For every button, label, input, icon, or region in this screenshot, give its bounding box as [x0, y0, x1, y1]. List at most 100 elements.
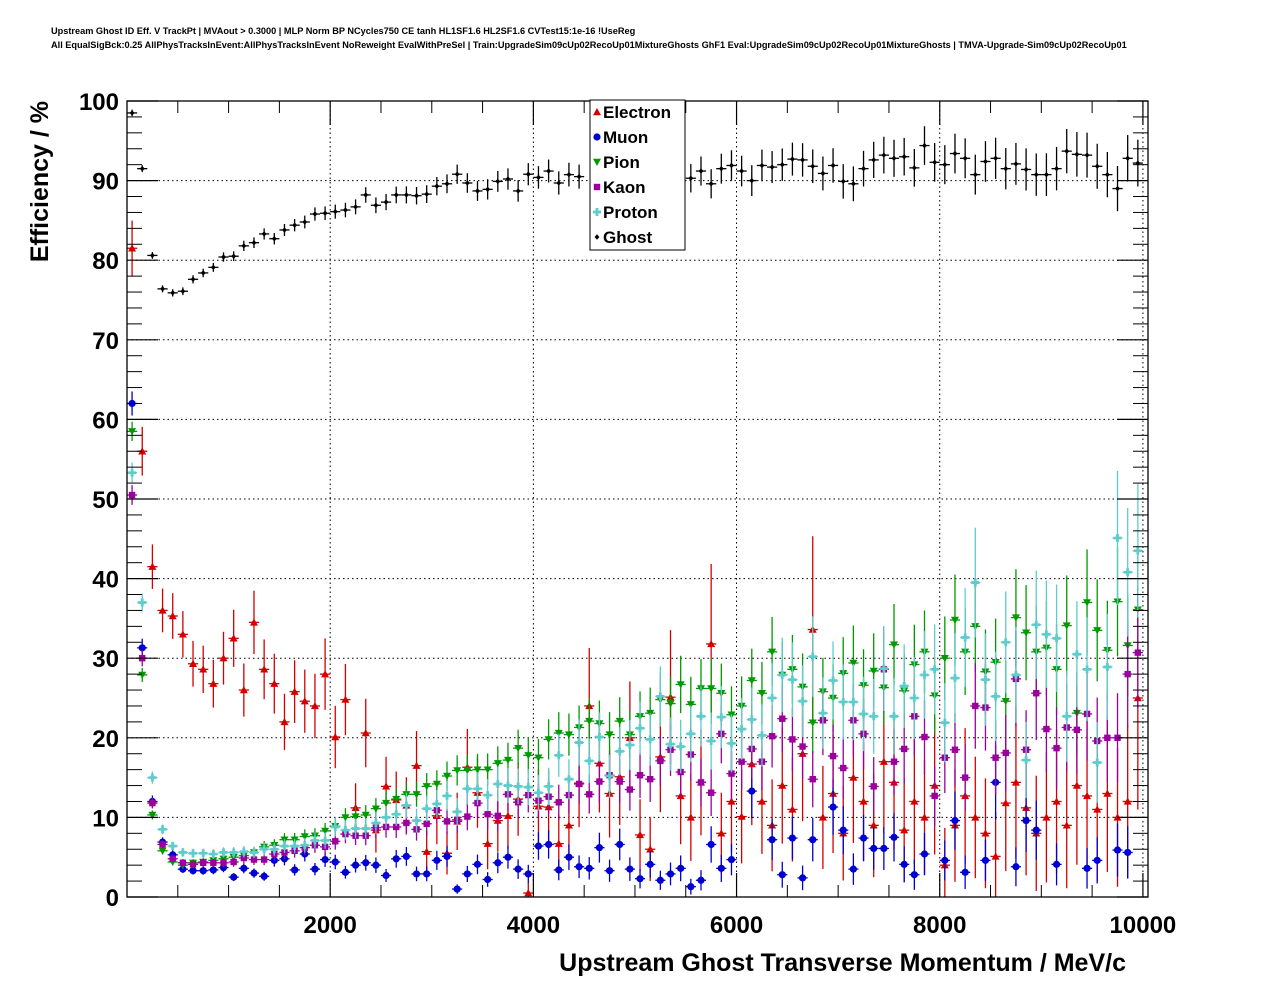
pion-point	[463, 767, 472, 775]
proton-point	[382, 813, 391, 822]
proton-point	[178, 848, 187, 857]
pion-point	[1001, 697, 1010, 706]
proton-point	[199, 849, 208, 858]
muon-point	[768, 836, 776, 844]
ghost-point	[983, 158, 988, 165]
pion-point	[138, 671, 147, 679]
muon-point	[209, 866, 217, 874]
electron-point	[1001, 799, 1010, 807]
electron-point	[524, 889, 533, 897]
proton-point	[1072, 650, 1081, 659]
kaon-point	[1053, 744, 1060, 752]
kaon-point	[240, 854, 248, 862]
muon-point	[920, 850, 929, 858]
ghost-point	[881, 152, 887, 158]
proton-point	[676, 742, 685, 751]
ghost-point	[200, 270, 206, 276]
electron-point	[361, 729, 370, 737]
ghost-point	[749, 177, 755, 184]
muon-point	[707, 840, 715, 849]
proton-point	[412, 816, 421, 825]
proton-point	[351, 824, 360, 833]
ghost-point	[180, 288, 186, 295]
proton-point	[158, 825, 167, 834]
ghost-point	[566, 171, 572, 178]
ghost-point	[779, 161, 785, 168]
kaon-point	[697, 779, 705, 786]
pion-point	[453, 767, 462, 775]
proton-point	[503, 781, 512, 790]
proton-point	[260, 845, 269, 854]
muon-point	[433, 856, 441, 864]
pion-point	[432, 780, 441, 788]
ghost-point	[383, 199, 389, 205]
muon-point	[382, 871, 390, 880]
kaon-point	[1073, 726, 1081, 734]
proton-point	[168, 842, 177, 851]
muon-point	[900, 860, 908, 868]
kaon-point	[555, 799, 562, 806]
x-tick-label: 10000	[1110, 912, 1177, 939]
electron-point	[422, 847, 431, 855]
kaon-point	[169, 855, 176, 862]
proton-point	[1022, 756, 1031, 765]
series-pion	[127, 421, 1143, 870]
pion-point	[1022, 629, 1031, 637]
electron-point	[1052, 797, 1061, 805]
proton-point	[534, 788, 543, 797]
kaon-point	[443, 818, 451, 825]
pion-point	[1062, 622, 1071, 630]
muon-point	[829, 803, 837, 811]
electron-point	[900, 826, 909, 834]
pion-point	[676, 681, 685, 689]
ghost-point	[231, 253, 237, 260]
electron-point	[971, 813, 980, 821]
pion-point	[493, 760, 502, 768]
pion-point	[443, 772, 452, 781]
proton-point	[189, 849, 198, 858]
pion-point	[869, 667, 878, 675]
legend-marker-kaon	[593, 183, 601, 191]
ghost-point	[932, 159, 938, 166]
proton-point	[290, 842, 299, 851]
ghost-point	[1115, 185, 1120, 192]
muon-point	[463, 870, 471, 878]
pion-point	[483, 766, 492, 774]
electron-point	[321, 670, 330, 678]
proton-point	[1133, 546, 1142, 555]
muon-point	[849, 865, 857, 873]
data-marks	[127, 109, 1143, 897]
proton-point	[524, 783, 533, 792]
proton-point	[666, 740, 675, 749]
muon-point	[616, 840, 624, 849]
x-tick-label: 6000	[710, 912, 763, 939]
proton-point	[310, 836, 319, 845]
ghost-point	[210, 264, 216, 271]
muon-point	[605, 867, 614, 875]
electron-point	[219, 654, 228, 662]
y-tick-label: 40	[92, 567, 119, 594]
muon-point	[961, 868, 969, 876]
proton-point	[422, 804, 431, 813]
kaon-point	[707, 789, 715, 796]
pion-point	[503, 756, 512, 765]
proton-point	[1001, 638, 1010, 647]
ghost-point	[1074, 151, 1080, 158]
electron-point	[331, 733, 340, 741]
kaon-point	[596, 778, 603, 785]
electron-point	[1093, 805, 1102, 813]
pion-point	[950, 616, 959, 624]
axis-ticks	[127, 100, 1148, 898]
proton-point	[747, 715, 756, 724]
pion-point	[544, 736, 553, 744]
muon-point	[270, 856, 278, 864]
proton-point	[229, 848, 238, 857]
muon-point	[677, 864, 685, 872]
ghost-point	[302, 219, 308, 225]
muon-point	[941, 856, 949, 864]
proton-point	[432, 799, 441, 808]
proton-point	[1113, 534, 1122, 543]
muon-point	[494, 859, 502, 867]
muon-point	[534, 842, 543, 850]
